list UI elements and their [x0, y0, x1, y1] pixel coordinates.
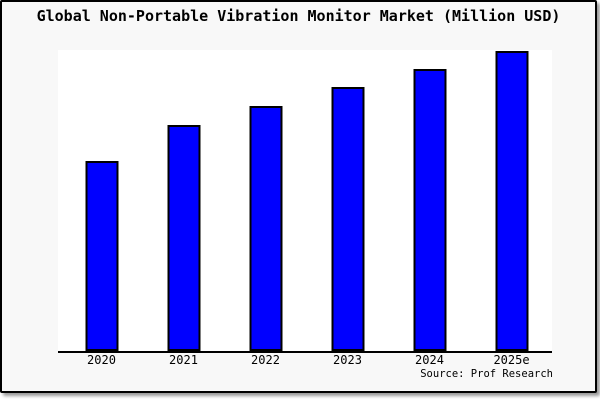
bar-2020	[85, 161, 118, 351]
plot-area	[58, 50, 552, 353]
chart-title: Global Non-Portable Vibration Monitor Ma…	[36, 7, 561, 25]
chart-frame: Global Non-Portable Vibration Monitor Ma…	[0, 0, 597, 393]
x-tick-label-2020: 2020	[87, 353, 116, 367]
bar-2025e	[495, 51, 528, 351]
x-tick-label-2021: 2021	[169, 353, 198, 367]
bar-2023	[331, 87, 364, 351]
bar-2022	[249, 106, 282, 351]
source-label: Source: Prof Research	[420, 368, 553, 380]
x-tick-label-2024: 2024	[415, 353, 444, 367]
bar-2024	[413, 69, 446, 351]
x-tick-label-2022: 2022	[251, 353, 280, 367]
x-tick-label-2023: 2023	[333, 353, 362, 367]
x-tick-label-2025e: 2025e	[493, 353, 530, 367]
bar-2021	[167, 125, 200, 351]
